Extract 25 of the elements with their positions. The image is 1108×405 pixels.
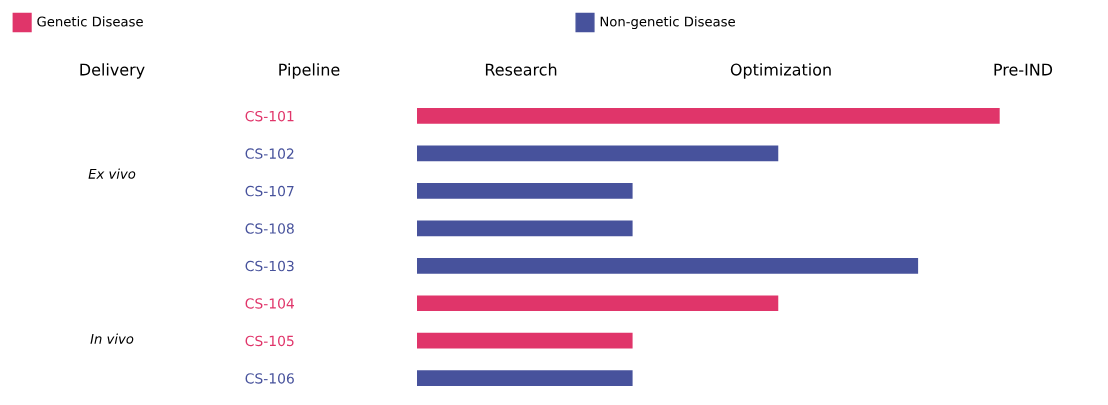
bar [417, 332, 633, 349]
text: Pipeline [279, 63, 340, 79]
legend-label: Genetic Disease [37, 16, 143, 27]
bar [417, 108, 1000, 124]
text: In vivo [90, 333, 134, 344]
y-tick-label: CS-102 [245, 148, 294, 159]
y-tick-label: CS-106 [245, 373, 294, 384]
bar [417, 182, 633, 199]
text: Research [485, 63, 557, 76]
text: Optimization [730, 63, 831, 79]
text: Ex vivo [88, 168, 136, 179]
legend-label: Non-genetic Disease [600, 16, 735, 30]
y-tick-label: CS-107 [245, 185, 294, 197]
bar [417, 257, 919, 274]
y-tick-label: CS-103 [245, 260, 294, 272]
y-tick-label: CS-101 [245, 110, 294, 122]
bar [417, 370, 633, 387]
bar [417, 295, 779, 312]
y-tick-label: CS-108 [245, 223, 294, 234]
bar [417, 220, 633, 237]
y-tick-label: CS-105 [245, 335, 294, 347]
bar [417, 145, 779, 162]
y-tick-label: CS-104 [245, 298, 294, 309]
text: Delivery [80, 63, 145, 79]
text: Pre-IND [994, 63, 1053, 76]
